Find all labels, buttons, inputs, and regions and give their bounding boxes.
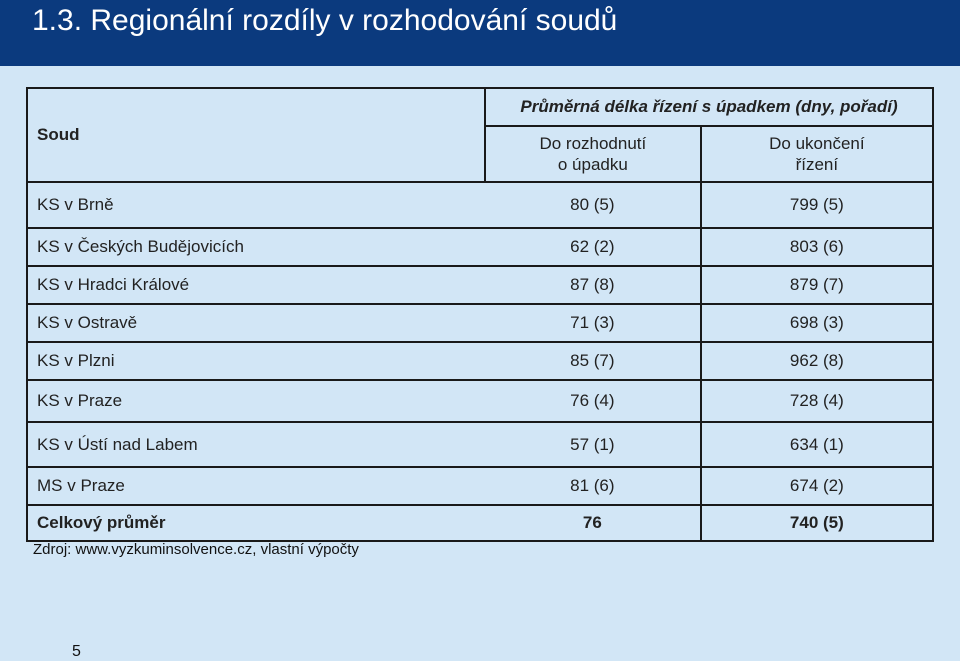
total-end-value: 740 (5) bbox=[699, 504, 935, 542]
table-row: KS v Ústí nad Labem 57 (1) 634 (1) bbox=[26, 421, 935, 468]
table-row: KS v Plzni 85 (7) 962 (8) bbox=[26, 341, 935, 381]
end-value: 879 (7) bbox=[699, 265, 935, 305]
court-name: KS v Hradci Králové bbox=[26, 265, 485, 305]
header-decision-line1: Do rozhodnutí bbox=[539, 134, 647, 153]
end-value: 674 (2) bbox=[699, 466, 935, 506]
decision-value: 76 (4) bbox=[485, 379, 702, 423]
page-title: 1.3. Regionální rozdíly v rozhodování so… bbox=[32, 4, 618, 37]
decision-value: 81 (6) bbox=[485, 466, 702, 506]
table-row: KS v Ostravě 71 (3) 698 (3) bbox=[26, 303, 935, 343]
header-decision: Do rozhodnutí o úpadku bbox=[484, 125, 702, 183]
decision-value: 57 (1) bbox=[485, 421, 702, 468]
source-note: Zdroj: www.vyzkuminsolvence.cz, vlastní … bbox=[33, 541, 359, 558]
decision-value: 80 (5) bbox=[485, 181, 702, 229]
decision-value: 85 (7) bbox=[485, 341, 702, 381]
header-group: Průměrná délka řízení s úpadkem (dny, po… bbox=[484, 87, 934, 127]
court-name: MS v Praze bbox=[26, 466, 485, 506]
total-decision-value: 76 bbox=[485, 504, 702, 542]
court-name: KS v Ústí nad Labem bbox=[26, 421, 485, 468]
end-value: 803 (6) bbox=[699, 227, 935, 267]
table-row: KS v Praze 76 (4) 728 (4) bbox=[26, 379, 935, 423]
title-bar: 1.3. Regionální rozdíly v rozhodování so… bbox=[0, 0, 960, 66]
end-value: 728 (4) bbox=[699, 379, 935, 423]
end-value: 799 (5) bbox=[699, 181, 935, 229]
table-row: KS v Českých Budějovicích 62 (2) 803 (6) bbox=[26, 227, 935, 267]
total-label: Celkový průměr bbox=[26, 504, 485, 542]
court-name: KS v Českých Budějovicích bbox=[26, 227, 485, 267]
table-subheader-row: Do rozhodnutí o úpadku Do ukončení řízen… bbox=[27, 125, 935, 183]
table-row: MS v Praze 81 (6) 674 (2) bbox=[26, 466, 935, 506]
decision-value: 87 (8) bbox=[485, 265, 702, 305]
court-name: KS v Praze bbox=[26, 379, 485, 423]
page-number: 5 bbox=[72, 643, 81, 660]
court-table: Soud Průměrná délka řízení s úpadkem (dn… bbox=[26, 87, 935, 542]
end-value: 698 (3) bbox=[699, 303, 935, 343]
decision-value: 62 (2) bbox=[485, 227, 702, 267]
table-total-row: Celkový průměr 76 740 (5) bbox=[26, 504, 935, 542]
header-court: Soud bbox=[26, 87, 486, 183]
header-end: Do ukončení řízení bbox=[699, 125, 935, 183]
end-value: 962 (8) bbox=[699, 341, 935, 381]
court-name: KS v Ostravě bbox=[26, 303, 485, 343]
header-decision-line2: o úpadku bbox=[557, 155, 628, 174]
court-name: KS v Brně bbox=[26, 181, 485, 229]
header-end-line2: řízení bbox=[795, 155, 839, 174]
table-row: KS v Brně 80 (5) 799 (5) bbox=[26, 181, 935, 229]
decision-value: 71 (3) bbox=[485, 303, 702, 343]
table-header-row: Soud Průměrná délka řízení s úpadkem (dn… bbox=[26, 87, 934, 183]
header-end-line1: Do ukončení bbox=[769, 134, 865, 153]
court-name: KS v Plzni bbox=[26, 341, 485, 381]
table-row: KS v Hradci Králové 87 (8) 879 (7) bbox=[26, 265, 935, 305]
end-value: 634 (1) bbox=[699, 421, 935, 468]
